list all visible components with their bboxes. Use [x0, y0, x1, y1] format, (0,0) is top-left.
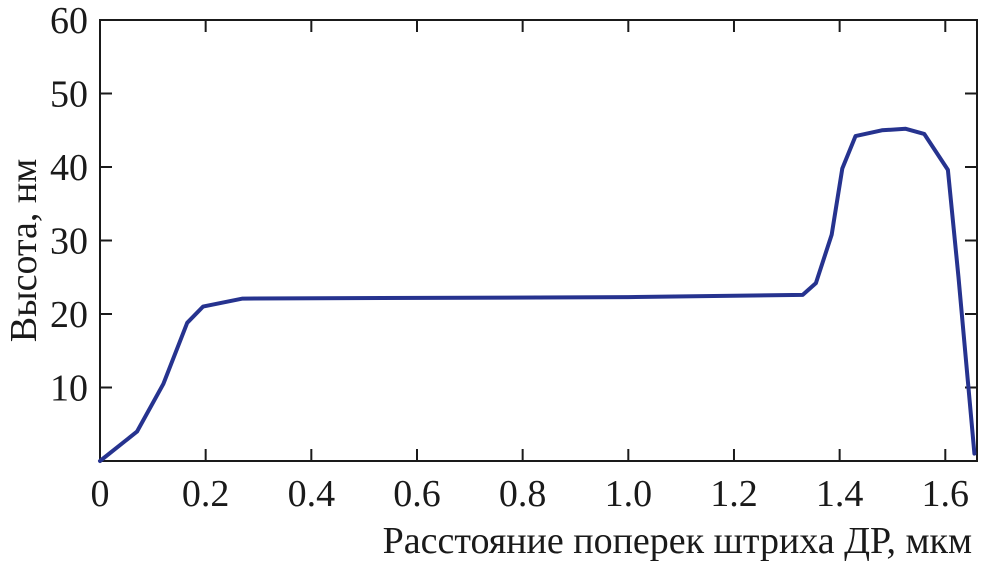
y-axis-title: Высота, нм: [3, 159, 45, 343]
y-tick-label: 30: [50, 221, 88, 263]
x-tick-label: 0: [91, 473, 110, 515]
y-tick-label: 20: [50, 294, 88, 336]
x-tick-label: 1.2: [710, 473, 758, 515]
x-tick-label: 0.8: [499, 473, 547, 515]
y-tick-label: 10: [50, 368, 88, 410]
height-profile-line: [98, 126, 977, 463]
x-tick-label: 0.6: [393, 473, 441, 515]
plot-frame: [99, 19, 978, 462]
y-tick-label: 50: [50, 74, 88, 116]
x-tick-label: 0.2: [182, 473, 230, 515]
x-tick-label: 1.6: [922, 473, 970, 515]
y-tick-label: 60: [50, 0, 88, 42]
x-tick-label: 1.0: [605, 473, 653, 515]
x-tick-label: 1.4: [816, 473, 864, 515]
x-axis-title: Расстояние поперек штриха ДР, мкм: [383, 520, 972, 562]
x-tick-label: 0.4: [288, 473, 336, 515]
y-tick-label: 40: [50, 147, 88, 189]
